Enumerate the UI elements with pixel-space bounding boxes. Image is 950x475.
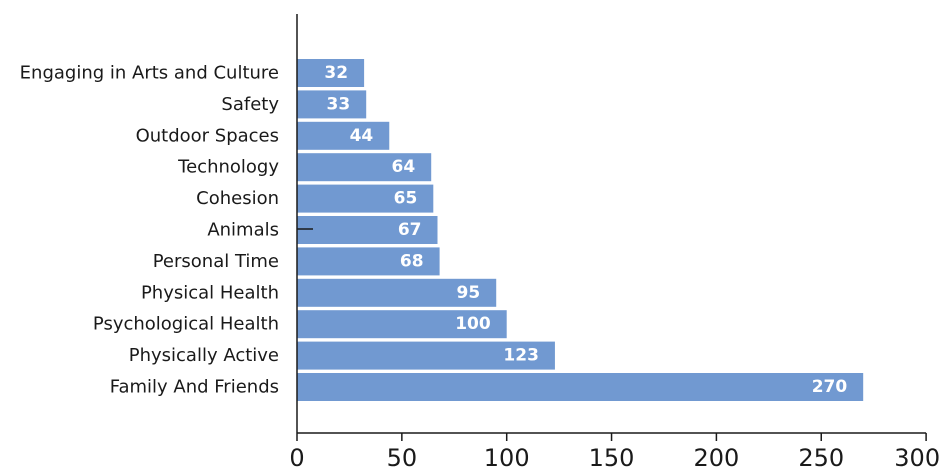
x-tick-label-300: 300 xyxy=(894,444,940,472)
category-label-safety: Safety xyxy=(221,94,279,115)
x-tick-label-200: 200 xyxy=(693,444,739,472)
x-tick-label-100: 100 xyxy=(484,444,530,472)
data-label-physically-active: 123 xyxy=(503,346,539,366)
category-label-physical-health: Physical Health xyxy=(141,282,279,303)
category-label-cohesion: Cohesion xyxy=(196,188,279,209)
data-label-animals: 67 xyxy=(398,220,422,240)
bars-group: Engaging in Arts and Culture 32 Safety 33 Ou… xyxy=(20,59,864,401)
data-label-physical-health: 95 xyxy=(457,283,481,303)
category-label-technology: Technology xyxy=(177,157,279,178)
data-label-personal-time: 68 xyxy=(400,251,424,271)
bar-psychological-health xyxy=(297,310,507,339)
x-tick-label-250: 250 xyxy=(798,444,844,472)
data-label-technology: 64 xyxy=(392,157,416,177)
data-label-outdoor-spaces: 44 xyxy=(350,126,374,146)
bar-cohesion xyxy=(297,184,434,213)
bar-outdoor-spaces xyxy=(297,121,390,150)
data-label-engaging-in-arts-and-culture: 32 xyxy=(324,63,348,83)
bar-personal-time xyxy=(297,247,440,276)
bar-physically-active xyxy=(297,341,555,370)
category-label-psychological-health: Psychological Health xyxy=(93,314,279,335)
category-label-physically-active: Physically Active xyxy=(129,345,279,366)
bar-physical-health xyxy=(297,278,497,307)
category-label-family-and-friends: Family And Friends xyxy=(110,377,279,398)
data-label-family-and-friends: 270 xyxy=(812,377,848,397)
data-label-psychological-health: 100 xyxy=(455,314,491,334)
category-label-personal-time: Personal Time xyxy=(153,251,279,272)
category-label-outdoor-spaces: Outdoor Spaces xyxy=(136,125,279,146)
x-tick-label-0: 0 xyxy=(289,444,304,472)
data-label-safety: 33 xyxy=(327,94,351,114)
bar-technology xyxy=(297,153,432,182)
bar-animals xyxy=(297,216,438,244)
x-tick-label-150: 150 xyxy=(589,444,635,472)
bar-family-and-friends xyxy=(297,373,864,401)
category-label-engaging-in-arts-and-culture: Engaging in Arts and Culture xyxy=(20,63,279,84)
bar-engaging-in-arts-and-culture xyxy=(297,59,365,87)
axes-group: 0 50 100 150 200 250 300 xyxy=(289,14,940,472)
x-tick-label-50: 50 xyxy=(387,444,418,472)
category-label-animals: Animals xyxy=(207,220,279,241)
data-label-cohesion: 65 xyxy=(394,189,418,209)
bar-safety xyxy=(297,90,367,119)
